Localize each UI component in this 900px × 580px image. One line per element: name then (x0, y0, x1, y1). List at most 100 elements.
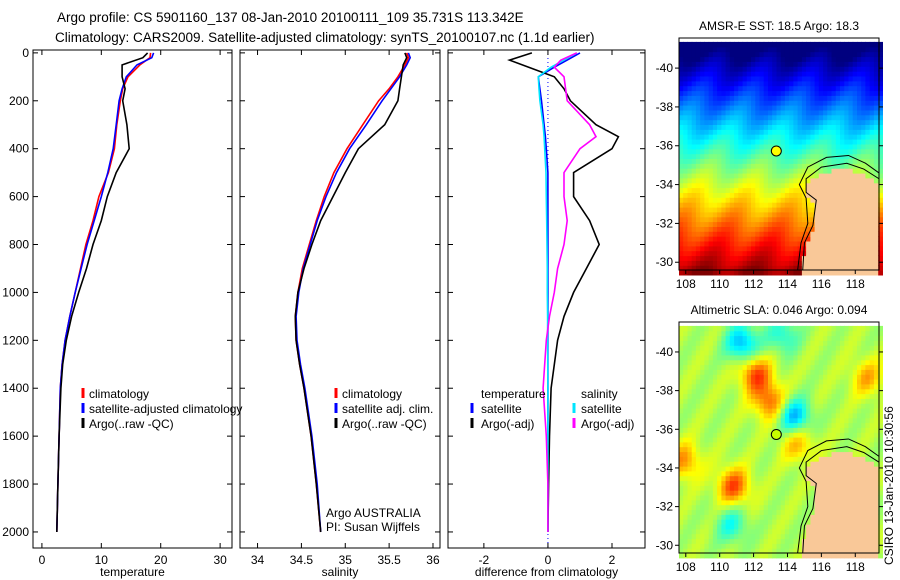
map-cell (797, 461, 803, 467)
map-cell (746, 187, 752, 193)
map-cell (776, 211, 782, 218)
map-cell (873, 202, 879, 208)
map-cell (725, 533, 731, 540)
map-cell (695, 490, 701, 496)
map-cell (852, 340, 858, 346)
map-cell (712, 105, 718, 111)
map-cell (835, 509, 841, 515)
map-cell (679, 480, 684, 486)
map-cell (772, 393, 777, 399)
map-cell (818, 528, 824, 535)
map-cell (848, 221, 854, 227)
map-cell (734, 470, 739, 477)
map-cell (776, 470, 782, 477)
map-cell (840, 100, 845, 106)
map-cell (687, 163, 693, 169)
map-cell (852, 172, 858, 179)
map-cell (695, 177, 701, 184)
map-cell (729, 514, 735, 520)
map-cell (852, 153, 858, 159)
map-cell (700, 466, 705, 472)
map-cell (763, 226, 769, 232)
map-cell (700, 528, 705, 535)
map-cell (857, 129, 862, 135)
map-cell (857, 417, 862, 424)
map-cell (746, 403, 752, 409)
map-cell (789, 172, 794, 179)
map-cell (708, 379, 714, 385)
map-cell (840, 504, 845, 511)
map-cell (721, 236, 727, 242)
map-cell (823, 548, 828, 554)
map-cell (772, 422, 777, 428)
map-cell (683, 85, 688, 92)
map-cell (827, 364, 833, 370)
map-cell (865, 245, 871, 252)
map-cell (763, 100, 769, 106)
map-cell (823, 422, 828, 428)
map-cell (844, 56, 850, 62)
map-cell (695, 480, 701, 486)
map-cell (687, 330, 693, 337)
map-cell (695, 109, 701, 116)
map-cell (865, 335, 871, 341)
map-cell (679, 514, 684, 520)
map-cell (683, 538, 688, 544)
map-cell (746, 364, 752, 370)
map-cell (738, 412, 744, 419)
map-cell (746, 221, 752, 227)
map-cell (873, 470, 879, 477)
map-cell (861, 543, 866, 549)
map-cell (695, 124, 701, 130)
map-cell (852, 100, 858, 106)
map-cell (814, 383, 820, 390)
map-cell (857, 211, 862, 218)
map-cell (852, 330, 858, 337)
map-cell (797, 168, 803, 174)
map-cell (797, 221, 803, 227)
map-cell (734, 499, 739, 506)
map-cell (835, 350, 841, 356)
map-cell (768, 255, 773, 261)
map-cell (801, 158, 807, 164)
map-cell (725, 182, 731, 189)
map-cell (818, 231, 824, 237)
map-cell (746, 139, 752, 145)
map-cell (687, 100, 693, 106)
map-cell (683, 364, 688, 370)
map-cell (844, 255, 850, 261)
map-cell (789, 422, 794, 428)
map-cell (712, 139, 718, 145)
map-cell (844, 383, 850, 390)
map-cell (806, 379, 811, 385)
map-cell (801, 56, 807, 62)
map-cell (823, 393, 828, 399)
map-cell (823, 105, 828, 111)
map-cell (835, 359, 841, 366)
map-cell (835, 51, 841, 58)
map-cell (789, 524, 794, 530)
map-cell (751, 499, 756, 506)
map-cell (759, 192, 765, 198)
map-cell (759, 379, 765, 385)
map-cell (700, 359, 705, 366)
map-cell (840, 182, 845, 189)
map-cell (679, 202, 684, 208)
map-cell (708, 446, 714, 453)
map-cell (797, 504, 803, 511)
map-cell (763, 172, 769, 179)
map-cell (683, 509, 688, 515)
map-cell (729, 75, 735, 82)
map-cell (679, 46, 684, 53)
map-cell (810, 533, 816, 540)
map-cell (734, 236, 739, 242)
map-cell (818, 216, 824, 223)
map-cell (759, 231, 765, 237)
map-cell (772, 75, 777, 82)
map-cell (810, 441, 816, 448)
map-cell (746, 197, 752, 203)
map-cell (717, 364, 722, 370)
map-cell (742, 499, 748, 506)
map-cell (852, 325, 858, 332)
map-cell (835, 139, 841, 145)
